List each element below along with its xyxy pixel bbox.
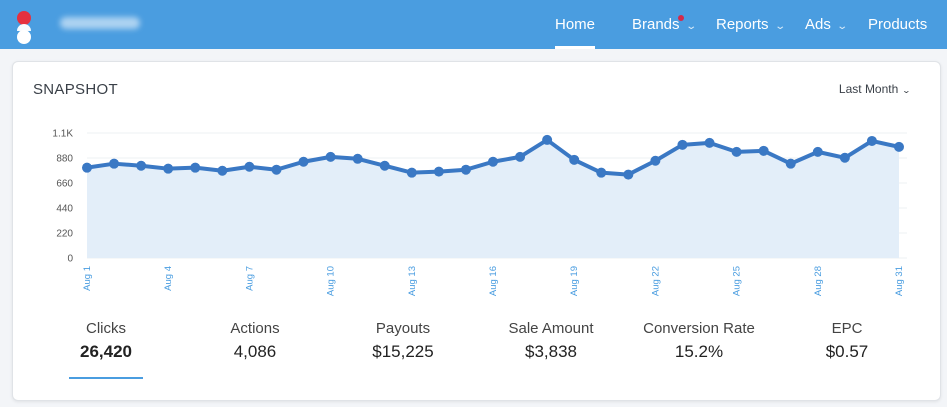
chevron-down-icon: ⌄: [773, 21, 786, 32]
stat-value: $3,838: [525, 342, 577, 361]
data-point[interactable]: [758, 145, 769, 156]
stat-value: 26,420: [80, 342, 132, 361]
x-tick-label: Aug 4: [163, 266, 174, 291]
chevron-down-icon: ⌄: [901, 86, 912, 95]
data-point[interactable]: [406, 167, 417, 178]
nav-reports[interactable]: Reports ⌄: [716, 0, 786, 49]
stats-row: Clicks 26,420 Actions 4,086 Payouts $15,225 Sa…: [13, 320, 942, 390]
x-tick-label: Aug 13: [407, 266, 418, 296]
data-point[interactable]: [136, 160, 147, 171]
data-point[interactable]: [677, 139, 688, 150]
stat-epc[interactable]: EPC $0.57: [772, 320, 922, 362]
date-range-label: Last Month: [838, 82, 899, 96]
data-point[interactable]: [109, 158, 120, 169]
logo-icon[interactable]: [17, 11, 31, 44]
stat-clicks[interactable]: Clicks 26,420: [31, 320, 181, 362]
y-tick-label: 880: [56, 154, 73, 165]
data-point[interactable]: [894, 141, 904, 152]
nav-brands[interactable]: Brands ⌄: [632, 0, 697, 49]
x-tick-label: Aug 16: [488, 266, 499, 296]
nav-ads[interactable]: Ads ⌄: [805, 0, 848, 49]
x-tick-label: Aug 22: [650, 266, 661, 296]
nav-home-label: Home: [555, 16, 596, 33]
data-point[interactable]: [190, 162, 201, 173]
stat-actions[interactable]: Actions 4,086: [180, 320, 330, 362]
data-point[interactable]: [839, 152, 850, 163]
card-title: SNAPSHOT: [33, 81, 118, 98]
date-range-dropdown[interactable]: Last Month ⌄: [838, 82, 912, 96]
y-tick-label: 440: [56, 204, 73, 215]
stat-value: $0.57: [825, 342, 869, 361]
data-point[interactable]: [325, 151, 336, 162]
clicks-area-chart[interactable]: 0 220 440 660 880 1.1K Aug 1 Aug 4 Aug 7 Aug 10 Au…: [13, 62, 942, 312]
stat-label: Conversion Rate: [643, 320, 755, 337]
stat-label: Clicks: [86, 320, 126, 337]
x-tick-label: Aug 1: [82, 266, 93, 291]
stat-label: Actions: [230, 320, 280, 337]
stat-label: EPC: [831, 320, 863, 337]
notification-dot: [678, 15, 684, 21]
y-tick-label: 660: [56, 179, 73, 190]
stat-label: Payouts: [375, 320, 431, 337]
data-point[interactable]: [352, 153, 363, 164]
x-tick-label: Aug 28: [813, 266, 824, 296]
stat-value: $15,225: [372, 342, 434, 361]
data-point[interactable]: [650, 155, 661, 166]
data-point[interactable]: [623, 169, 634, 180]
data-point[interactable]: [82, 162, 92, 173]
data-point[interactable]: [542, 134, 553, 145]
chevron-down-icon: ⌄: [684, 21, 697, 32]
data-point[interactable]: [569, 154, 580, 165]
snapshot-card: SNAPSHOT Last Month ⌄ 0 220 440 660 880 1.1K Au…: [12, 61, 941, 401]
data-point[interactable]: [515, 151, 526, 162]
data-point[interactable]: [298, 156, 309, 167]
data-point[interactable]: [704, 137, 715, 148]
stat-label: Sale Amount: [508, 320, 594, 337]
stat-payouts[interactable]: Payouts $15,225: [328, 320, 478, 362]
data-point[interactable]: [812, 146, 823, 157]
data-point[interactable]: [866, 135, 877, 146]
y-tick-label: 0: [67, 254, 73, 265]
y-tick-label: 220: [56, 229, 73, 240]
x-tick-label: Aug 7: [244, 266, 255, 291]
nav-products[interactable]: Products: [868, 0, 927, 49]
data-point[interactable]: [217, 165, 228, 176]
x-tick-label: Aug 31: [894, 266, 905, 296]
top-navigation-bar: Home Brands ⌄ Reports ⌄ Ads ⌄ Products: [0, 0, 947, 49]
data-point[interactable]: [785, 158, 796, 169]
data-point[interactable]: [460, 164, 471, 175]
data-point[interactable]: [163, 163, 174, 174]
nav-ads-label: Ads: [805, 16, 831, 33]
data-point[interactable]: [379, 160, 390, 171]
area-fill: [87, 139, 899, 258]
stat-conversion-rate[interactable]: Conversion Rate 15.2%: [624, 320, 774, 362]
data-point[interactable]: [731, 146, 742, 157]
stat-value: 15.2%: [674, 342, 724, 361]
stat-value: 4,086: [233, 342, 277, 361]
x-tick-label: Aug 19: [569, 266, 580, 296]
active-stat-underline: [69, 377, 143, 379]
nav-home[interactable]: Home: [555, 0, 596, 49]
y-tick-label: 1.1K: [52, 129, 73, 140]
nav-products-label: Products: [868, 16, 928, 33]
data-point[interactable]: [271, 164, 282, 175]
stat-sale-amount[interactable]: Sale Amount $3,838: [476, 320, 626, 362]
x-tick-label: Aug 25: [732, 266, 743, 296]
nav-brands-label: Brands: [632, 16, 680, 33]
nav-reports-label: Reports: [716, 16, 769, 33]
brand-name-blurred: [60, 17, 140, 29]
data-point[interactable]: [244, 161, 255, 172]
x-tick-label: Aug 10: [326, 266, 337, 296]
data-point[interactable]: [433, 166, 444, 177]
data-point[interactable]: [596, 167, 607, 178]
data-point[interactable]: [488, 156, 498, 167]
chevron-down-icon: ⌄: [836, 21, 848, 32]
